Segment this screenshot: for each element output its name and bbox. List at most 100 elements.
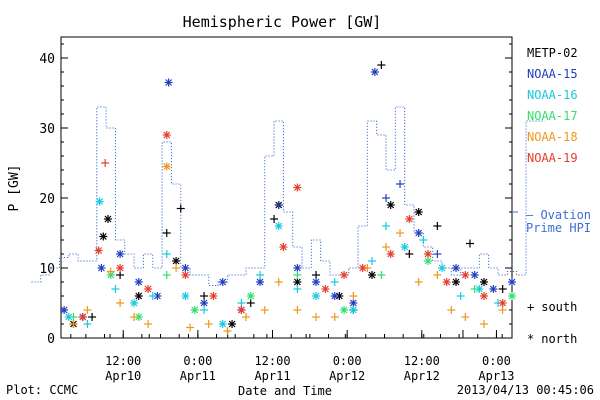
marker-symbol: +	[527, 300, 534, 314]
data-point	[181, 271, 190, 279]
data-point	[242, 313, 251, 321]
data-point	[144, 285, 153, 293]
data-point	[69, 313, 78, 321]
data-point	[270, 215, 279, 223]
data-point	[237, 299, 246, 307]
data-point	[148, 292, 157, 300]
data-point	[130, 313, 139, 321]
data-point	[97, 264, 106, 272]
data-point	[358, 264, 367, 272]
data-point	[414, 208, 423, 216]
marker-symbol: *	[527, 332, 534, 346]
data-point	[312, 278, 321, 286]
data-point	[60, 306, 69, 314]
y-axis-label: P [GW]	[7, 165, 22, 212]
data-point	[116, 264, 125, 272]
data-point	[470, 285, 479, 293]
data-point	[209, 292, 218, 300]
x-axis: 12:00Apr100:00Apr1112:00Apr110:00Apr1212…	[70, 330, 515, 383]
data-point	[452, 278, 461, 286]
data-point	[480, 278, 489, 286]
data-point	[452, 264, 461, 272]
data-point	[498, 306, 507, 314]
data-point	[274, 222, 283, 230]
data-point	[162, 271, 171, 279]
data-point	[405, 250, 414, 258]
data-point	[330, 292, 339, 300]
data-point	[186, 323, 195, 332]
ovation-hpi-step-line	[31, 106, 545, 286]
data-point	[396, 180, 405, 188]
data-point	[162, 250, 171, 258]
data-point	[466, 239, 475, 248]
data-point	[101, 159, 110, 167]
data-point	[368, 257, 377, 265]
y-tick-label: 30	[39, 122, 55, 137]
legend-entry: NOAA-18	[527, 130, 578, 144]
data-point	[293, 285, 302, 293]
data-point	[246, 299, 255, 307]
data-point	[442, 278, 451, 286]
data-point	[330, 278, 339, 286]
data-point	[461, 313, 470, 321]
data-point	[293, 183, 302, 192]
x-tick-time: 12:00	[404, 354, 440, 368]
data-point	[293, 264, 302, 272]
data-point	[69, 320, 78, 328]
data-point	[83, 306, 92, 314]
data-point	[433, 222, 442, 230]
y-tick-label: 20	[39, 192, 55, 207]
data-point	[424, 257, 433, 265]
data-point	[64, 313, 73, 321]
data-point	[377, 271, 386, 279]
data-point	[228, 320, 237, 328]
data-point	[176, 204, 185, 213]
data-point	[508, 278, 516, 286]
x-tick-date: Apr12	[404, 369, 440, 383]
legend-entry: NOAA-17	[527, 109, 578, 123]
data-point	[293, 306, 302, 314]
data-point	[134, 292, 143, 300]
data-point	[116, 271, 125, 279]
data-point	[116, 299, 125, 307]
data-points	[60, 61, 516, 335]
data-point	[349, 306, 358, 314]
data-point	[382, 222, 391, 230]
data-point	[106, 267, 115, 276]
data-point	[279, 243, 288, 251]
x-tick-date: Apr10	[105, 369, 141, 383]
data-point	[382, 243, 391, 251]
data-point	[130, 299, 139, 307]
ovation-legend-line: Prime HPI	[526, 221, 591, 235]
data-point	[181, 264, 190, 272]
data-point	[414, 229, 423, 237]
data-point	[162, 131, 171, 139]
plot-timestamp: 2013/04/13 00:45:06	[457, 383, 594, 397]
data-point	[489, 285, 498, 293]
data-point	[204, 320, 213, 328]
legend-entry: NOAA-16	[527, 88, 578, 102]
data-point	[164, 78, 173, 87]
data-point	[312, 292, 321, 300]
data-point	[475, 285, 484, 293]
plot-credit: Plot: CCMC	[6, 383, 78, 397]
data-point	[116, 250, 125, 258]
data-point	[386, 250, 395, 258]
marker-legend-entry: + south	[527, 300, 577, 314]
data-point	[94, 246, 103, 255]
series-legend: METP-02 NOAA-15 NOAA-16 NOAA-17 NOAA-18 NOAA-…	[527, 46, 578, 165]
x-tick-time: 0:00	[183, 354, 212, 368]
data-point	[508, 292, 516, 300]
x-tick-date: Apr12	[329, 369, 365, 383]
data-point	[370, 68, 379, 76]
data-point	[144, 320, 153, 328]
data-point	[218, 320, 227, 328]
data-point	[103, 215, 112, 223]
x-tick-time: 12:00	[105, 354, 141, 368]
data-point	[470, 271, 479, 279]
marker-legend: + south * north	[527, 300, 577, 346]
data-point	[498, 299, 507, 307]
legend-entry: METP-02	[527, 46, 578, 60]
data-point	[405, 215, 414, 223]
marker-label: south	[541, 300, 577, 314]
